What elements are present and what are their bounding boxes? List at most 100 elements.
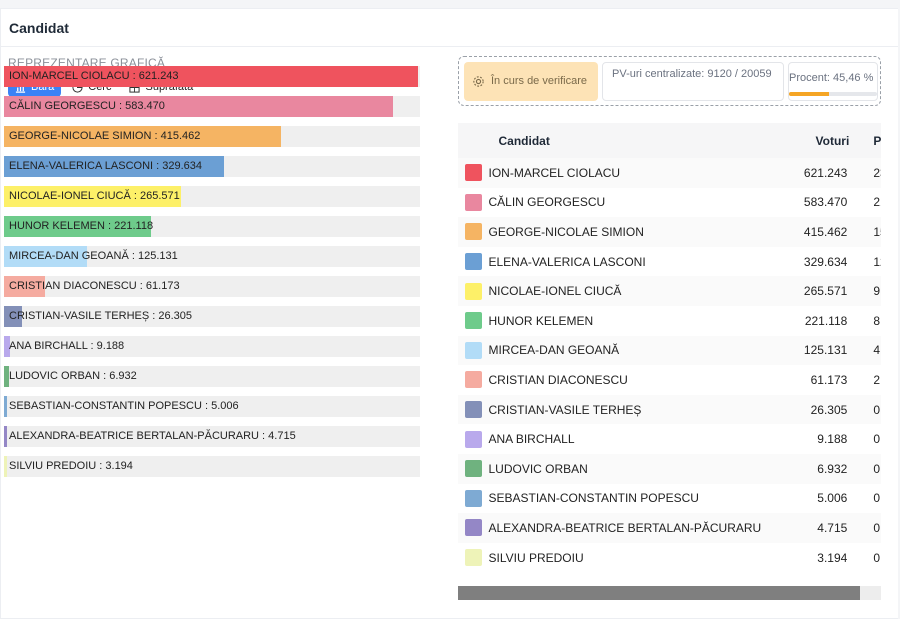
candidate-percent: 23,2 — [873, 165, 881, 180]
candidate-votes: 3.194 — [817, 550, 848, 565]
table-row[interactable]: LUDOVIC ORBAN 6.932 0,26 — [458, 453, 881, 484]
color-swatch — [465, 193, 482, 211]
candidate-name: GEORGE-NICOLAE SIMION — [488, 224, 644, 239]
table-row[interactable]: CĂLIN GEORGESCU 583.470 21,79 — [458, 187, 881, 218]
percent-text: Procent: 45,46 % — [789, 72, 874, 84]
bar-name: CĂLIN GEORGESCU — [9, 100, 116, 112]
bar-name: MIRCEA-DAN GEOANĂ — [9, 250, 129, 262]
bar-fill — [4, 426, 8, 447]
candidate-name: NICOLAE-IONEL CIUCĂ — [488, 284, 622, 299]
candidate-votes: 61.173 — [810, 372, 848, 387]
table-row[interactable]: HUNOR KELEMEN 221.118 8,26 — [458, 305, 881, 336]
bar-row[interactable]: ALEXANDRA-BEATRICE BERTALAN-PĂCURARU : 4… — [4, 426, 420, 447]
table-row[interactable]: MIRCEA-DAN GEOANĂ 125.131 4,67 — [458, 335, 881, 366]
bar-row[interactable]: CRISTIAN DIACONESCU : 61.173 — [4, 276, 420, 297]
bar-row[interactable]: SILVIU PREDOIU : 3.194 — [4, 456, 420, 477]
candidate-percent: 4,67 — [873, 343, 881, 358]
candidate-percent: 15,51 — [873, 224, 881, 239]
bar-value: 26.305 — [158, 310, 193, 322]
bar-separator: : — [115, 100, 126, 112]
table-row[interactable]: ANA BIRCHALL 9.188 0,34 — [458, 424, 881, 454]
status-box: În curs de verificare PV-uri centralizat… — [458, 56, 881, 106]
table-row[interactable]: CRISTIAN-VASILE TERHEȘ 26.305 0,98 — [458, 394, 881, 425]
table-row[interactable]: ION-MARCEL CIOLACU 621.243 23,2 — [458, 158, 881, 188]
header-candidat[interactable]: Candidat — [498, 133, 550, 148]
bar-label: ANA BIRCHALL : 9.188 — [9, 336, 124, 357]
bar-fill — [4, 126, 281, 147]
candidate-votes: 26.305 — [810, 402, 848, 417]
bar-row[interactable]: ELENA-VALERICA LASCONI : 329.634 — [4, 156, 420, 177]
horizontal-scrollbar[interactable] — [458, 586, 881, 600]
candidate-votes: 621.243 — [803, 165, 848, 180]
candidate-votes: 415.462 — [803, 224, 848, 239]
color-cell — [458, 395, 489, 425]
candidate-name: ALEXANDRA-BEATRICE BERTALAN-PĂCURARU — [488, 520, 762, 535]
bar-value: 3.194 — [105, 460, 133, 472]
bar-name: GEORGE-NICOLAE SIMION — [9, 130, 152, 142]
bar-separator: : — [136, 280, 146, 292]
bar-name: SILVIU PREDOIU — [9, 460, 97, 472]
bar-label: CRISTIAN-VASILE TERHEȘ : 26.305 — [9, 306, 192, 327]
bar-label: HUNOR KELEMEN : 221.118 — [9, 216, 153, 237]
color-cell — [458, 158, 489, 188]
results-table-wrap: Candidat Voturi Procent ION-MARCEL CIOLA… — [458, 123, 881, 571]
bar-row[interactable]: SEBASTIAN-CONSTANTIN POPESCU : 5.006 — [4, 396, 420, 417]
candidate-name: ION-MARCEL CIOLACU — [488, 165, 621, 180]
bar-value: 583.470 — [125, 100, 165, 112]
color-swatch — [465, 489, 482, 507]
bar-fill — [4, 366, 9, 387]
bar-fill — [4, 246, 88, 267]
candidate-name: HUNOR KELEMEN — [488, 313, 594, 328]
candidate-percent: 8,26 — [873, 313, 881, 328]
bar-row[interactable]: ANA BIRCHALL : 9.188 — [4, 336, 420, 357]
table-row[interactable]: CRISTIAN DIACONESCU 61.173 2,28 — [458, 365, 881, 395]
bar-name: NICOLAE-IONEL CIUCĂ — [9, 190, 131, 202]
table-row[interactable]: ELENA-VALERICA LASCONI 329.634 12,31 — [458, 246, 881, 277]
bar-value: 265.571 — [140, 190, 180, 202]
bar-separator: : — [130, 190, 141, 202]
bar-value: 5.006 — [211, 400, 239, 412]
candidate-votes: 9.188 — [817, 432, 848, 447]
table-row[interactable]: SILVIU PREDOIU 3.194 0,12 — [458, 542, 881, 571]
bar-row[interactable]: CĂLIN GEORGESCU : 583.470 — [4, 96, 420, 117]
candidate-percent: 0,34 — [873, 432, 881, 447]
bar-row[interactable]: GEORGE-NICOLAE SIMION : 415.462 — [4, 126, 420, 147]
table-row[interactable]: NICOLAE-IONEL CIUCĂ 265.571 9,92 — [458, 276, 881, 306]
color-swatch — [465, 460, 482, 478]
bar-label: ELENA-VALERICA LASCONI : 329.634 — [9, 156, 202, 177]
bar-row[interactable]: ION-MARCEL CIOLACU : 621.243 — [4, 66, 420, 87]
table-row[interactable]: SEBASTIAN-CONSTANTIN POPESCU 5.006 0,19 — [458, 483, 881, 514]
candidate-name: MIRCEA-DAN GEOANĂ — [488, 343, 620, 358]
scrollbar-thumb[interactable] — [458, 586, 860, 600]
candidate-name: LUDOVIC ORBAN — [488, 461, 588, 476]
color-cell — [458, 247, 489, 277]
color-cell — [458, 188, 489, 218]
bar-fill — [4, 156, 224, 177]
bar-separator: : — [153, 160, 163, 172]
bar-separator: : — [149, 310, 159, 322]
bar-name: SEBASTIAN-CONSTANTIN POPESCU — [9, 400, 202, 412]
bar-row[interactable]: NICOLAE-IONEL CIUCĂ : 265.571 — [4, 186, 420, 207]
bar-name: HUNOR KELEMEN — [9, 220, 105, 232]
candidate-percent: 0,12 — [873, 550, 881, 565]
table-row[interactable]: GEORGE-NICOLAE SIMION 415.462 15,51 — [458, 217, 881, 247]
bar-row[interactable]: CRISTIAN-VASILE TERHEȘ : 26.305 — [4, 306, 420, 327]
bar-row[interactable]: MIRCEA-DAN GEOANĂ : 125.131 — [4, 246, 420, 267]
color-swatch — [465, 282, 482, 300]
bar-row[interactable]: HUNOR KELEMEN : 221.118 — [4, 216, 420, 237]
bar-value: 6.932 — [109, 370, 137, 382]
color-swatch — [465, 312, 482, 330]
header-procent[interactable]: Procent — [873, 133, 881, 148]
bar-fill — [4, 276, 45, 297]
bar-name: ALEXANDRA-BEATRICE BERTALAN-PĂCURARU — [9, 430, 259, 442]
bar-row[interactable]: LUDOVIC ORBAN : 6.932 — [4, 366, 420, 387]
table-header-row: Candidat Voturi Procent — [458, 123, 881, 158]
table-row[interactable]: ALEXANDRA-BEATRICE BERTALAN-PĂCURARU 4.71… — [458, 513, 881, 543]
candidate-percent: 0,18 — [873, 520, 881, 535]
candidate-votes: 329.634 — [803, 254, 848, 269]
header-voturi[interactable]: Voturi — [815, 133, 850, 148]
color-cell — [458, 484, 489, 514]
bar-label: SEBASTIAN-CONSTANTIN POPESCU : 5.006 — [9, 396, 239, 417]
bar-fill — [4, 456, 7, 477]
bar-chart: ION-MARCEL CIOLACU : 621.243 CĂLIN GEORGE… — [4, 66, 420, 486]
